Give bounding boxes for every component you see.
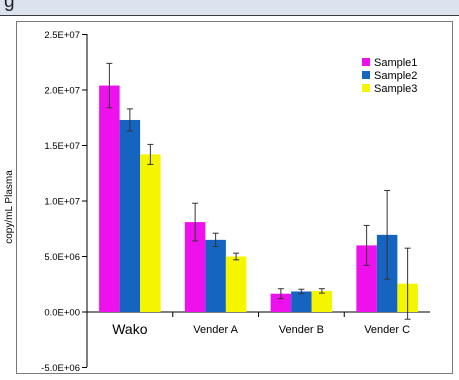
chart-axes: -5.0E+06 0.0E+00 5.0E+06 1.0E+07 1.5E+07 2.0E…	[41, 30, 430, 374]
chart-frame	[16, 21, 453, 374]
chart-bars	[99, 85, 418, 312]
y-tick-label: 0.0E+00	[44, 308, 80, 319]
top-header-band: g	[0, 0, 459, 16]
legend-swatch	[362, 84, 370, 92]
bar	[356, 245, 377, 312]
x-category-label: Vender B	[279, 324, 324, 336]
bar	[311, 290, 333, 312]
bar	[205, 239, 226, 312]
y-tick-label: 2.0E+07	[44, 86, 80, 97]
x-category-label: Vender C	[364, 324, 410, 336]
x-category-label: Vender A	[193, 324, 238, 336]
y-tick-label: 1.5E+07	[44, 141, 80, 152]
legend-swatch	[362, 58, 370, 66]
chart-error-bars	[106, 62, 411, 320]
legend-label: Sample2	[374, 70, 417, 82]
y-tick-label: 5.0E+06	[44, 252, 80, 263]
legend-swatch	[362, 71, 370, 79]
y-tick-label: 1.0E+07	[44, 197, 80, 208]
bar	[225, 256, 247, 312]
bar	[119, 119, 141, 312]
legend-label: Sample1	[374, 57, 417, 69]
bar	[184, 222, 206, 312]
legend-label: Sample3	[374, 83, 417, 95]
bar	[270, 293, 292, 312]
y-tick-label: 2.5E+07	[44, 30, 80, 41]
y-tick-label: -5.0E+06	[41, 363, 80, 374]
bar	[291, 291, 312, 312]
bar	[99, 85, 120, 312]
x-category-label: Wako	[112, 321, 147, 337]
header-fragment: g	[4, 0, 15, 12]
y-axis-label: copy/mL Plasma	[4, 170, 15, 244]
bar	[140, 154, 161, 312]
